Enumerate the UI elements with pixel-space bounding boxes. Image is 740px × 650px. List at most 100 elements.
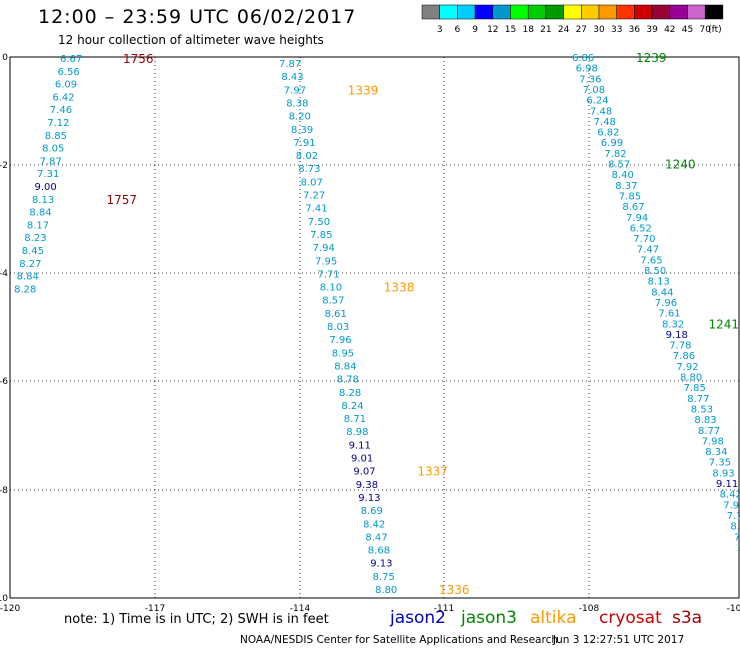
wave-height-value: 9.11 <box>716 479 738 490</box>
wave-height-value: 9.13 <box>370 559 392 570</box>
wave-height-value: 7.78 <box>669 341 691 352</box>
wave-height-value: 8.77 <box>687 394 709 405</box>
colorbar-label: 6 <box>455 25 461 35</box>
wave-height-value: 7.12 <box>47 118 69 129</box>
wave-height-value: 8.68 <box>368 546 390 557</box>
colorbar-swatch <box>704 4 724 20</box>
latitude-tick-label: -6 <box>0 377 8 387</box>
wave-height-value: 7.35 <box>709 458 731 469</box>
pass-time-label: 1337 <box>417 465 448 479</box>
wave-height-value: 8.93 <box>712 468 734 479</box>
wave-height-value: 7.85 <box>310 230 332 241</box>
wave-height-value: 8.78 <box>337 375 359 386</box>
wave-height-value: 7.08 <box>583 85 605 96</box>
wave-height-value: 7.61 <box>658 309 680 320</box>
wave-height-value: 6.82 <box>597 128 619 139</box>
wave-height-value: 8.80 <box>680 373 702 384</box>
colorbar-label: 42 <box>664 25 675 35</box>
wave-height-value: 7.94 <box>626 213 648 224</box>
wave-height-value: 8.75 <box>373 572 395 583</box>
colorbar-label: 36 <box>629 25 641 35</box>
wave-height-value: 6.52 <box>630 223 652 234</box>
wave-height-value: 8.20 <box>289 112 311 123</box>
wave-height-value: 6.24 <box>586 96 608 107</box>
wave-height-value: 8.44 <box>651 287 673 298</box>
wave-height-value: 8.42 <box>363 519 385 530</box>
colorbar-label: 15 <box>505 25 516 35</box>
pass-time-label: 1757 <box>107 193 138 207</box>
colorbar-label: 33 <box>611 25 622 35</box>
wave-height-value: 8.69 <box>361 506 383 517</box>
wave-height-value: 8.37 <box>615 181 637 192</box>
longitude-tick-label: -114 <box>290 604 311 614</box>
latitude-tick-label: -2 <box>0 161 8 171</box>
wave-height-value: 8.40 <box>612 170 634 181</box>
wave-height-value: 8.05 <box>42 144 64 155</box>
wave-height-value: 8.42 <box>720 490 740 501</box>
wave-height-value: 9.01 <box>351 454 373 465</box>
wave-height-value: 7.85 <box>619 191 641 202</box>
wave-height-value: 8.80 <box>375 585 397 596</box>
wave-height-value: 7.48 <box>594 117 616 128</box>
wave-height-value: 9.00 <box>35 182 57 193</box>
legend-s3a: s3a <box>672 608 703 628</box>
wave-height-value: 6.42 <box>52 92 74 103</box>
wave-height-value: 9.07 <box>353 467 375 478</box>
wave-height-value: 7.97 <box>284 85 306 96</box>
wave-height-value: 8.13 <box>32 195 54 206</box>
wave-height-value: 7.87 <box>40 156 62 167</box>
wave-height-value: 7.85 <box>684 383 706 394</box>
pass-time-label: 1339 <box>348 83 379 97</box>
wave-height-value: 8.32 <box>662 319 684 330</box>
wave-height-value: 7.82 <box>604 149 626 160</box>
wave-height-value: 8.13 <box>648 277 670 288</box>
wave-height-value: 9.11 <box>349 440 371 451</box>
wave-height-value: 7.86 <box>673 351 695 362</box>
colorbar-label: 12 <box>487 25 498 35</box>
wave-height-color-legend: 3 6 9 12 15 18 21 24 27 30 33 36 39 42 45 70(ft) <box>421 4 724 35</box>
wave-height-value: 8.27 <box>19 259 41 270</box>
wave-height-value: 7.50 <box>308 217 330 228</box>
longitude-tick-label: -10 <box>727 604 740 614</box>
wave-height-value: 7.87 <box>279 59 301 70</box>
wave-height-value: 8.43 <box>281 72 303 83</box>
wave-height-value: 8.53 <box>691 404 713 415</box>
wave-height-value: 9.13 <box>358 493 380 504</box>
wave-height-value: 8.57 <box>322 296 344 307</box>
wave-height-value: 8.02 <box>296 151 318 162</box>
colorbar-label: 70 <box>699 25 711 35</box>
wave-height-value: 8.07 <box>301 177 323 188</box>
wave-height-value: 8.95 <box>332 348 354 359</box>
legend-altika: altika <box>530 608 577 628</box>
credit-line: NOAA/NESDIS Center for Satellite Applica… <box>240 634 558 646</box>
wave-height-value: 9.18 <box>666 330 688 341</box>
legend-jason2: jason2 <box>390 608 446 628</box>
wave-height-value: 8.84 <box>334 361 356 372</box>
wave-height-value: 7.94 <box>313 243 335 254</box>
wave-height-value: 8.61 <box>325 309 347 320</box>
colorbar-label: (ft) <box>708 25 722 35</box>
wave-height-value: 7.91 <box>293 138 315 149</box>
wave-height-value: 8.39 <box>291 125 313 136</box>
wave-height-value: 7.70 <box>633 234 655 245</box>
colorbar-label: 27 <box>576 25 587 35</box>
wave-height-value: 7.71 <box>317 269 339 280</box>
wave-height-value: 8.77 <box>698 426 720 437</box>
wave-height-value: 8.84 <box>29 208 51 219</box>
wave-height-value: 7.96 <box>655 298 677 309</box>
wave-height-value: 8.45 <box>22 246 44 257</box>
pass-time-label: 1241 <box>709 317 740 331</box>
wave-height-value: 6.67 <box>60 54 82 65</box>
pass-time-label: 1338 <box>384 281 415 295</box>
wave-height-value: 8.10 <box>320 283 342 294</box>
colorbar-label: 24 <box>558 25 570 35</box>
wave-height-value: 7.47 <box>637 245 659 256</box>
colorbar-label: 39 <box>646 25 658 35</box>
colorbar-label: 18 <box>522 25 534 35</box>
colorbar-label: 3 <box>437 25 443 35</box>
wave-height-value: 8.67 <box>622 202 644 213</box>
longitude-tick-label: -108 <box>579 604 600 614</box>
wave-height-value: 8.98 <box>346 427 368 438</box>
wave-height-value: 7.46 <box>50 105 72 116</box>
